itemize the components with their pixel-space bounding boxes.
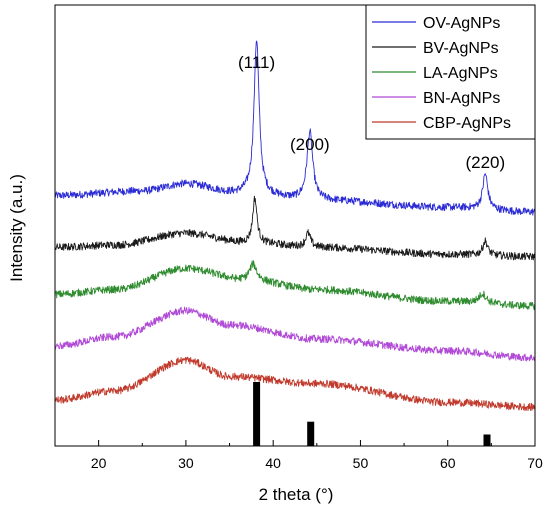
reference-bar: [483, 434, 491, 446]
peak-annotation: (220): [465, 153, 505, 172]
legend-label: LA-AgNPs: [423, 65, 498, 82]
series-line-ov-agnps: [54, 40, 536, 216]
x-tick-label: 30: [178, 455, 194, 471]
x-tick-label: 40: [265, 455, 281, 471]
series-line-cbp-agnps: [54, 356, 536, 412]
peak-annotation: (200): [290, 135, 330, 154]
x-axis-label: 2 theta (°): [259, 485, 334, 504]
peak-annotations: (111) (200) (220): [238, 53, 505, 172]
legend: OV-AgNPs BV-AgNPs LA-AgNPs BN-AgNPs CBP-AgNP…: [365, 4, 536, 140]
series-line-bv-agnps: [54, 195, 536, 261]
legend-label: CBP-AgNPs: [423, 115, 511, 132]
x-ticks: 20 30 40 50 60 70: [54, 440, 543, 471]
legend-label: BV-AgNPs: [423, 40, 499, 57]
x-tick-label: 20: [91, 455, 107, 471]
reference-bar: [307, 421, 315, 446]
series-line-la-agnps: [54, 260, 536, 311]
x-tick-label: 50: [353, 455, 369, 471]
series-line-bn-agnps: [54, 306, 536, 362]
plot-frame: [54, 4, 536, 447]
series-lines: [54, 40, 536, 412]
y-axis-label: Intensity (a.u.): [7, 174, 26, 282]
x-tick-label: 70: [527, 455, 543, 471]
legend-label: OV-AgNPs: [423, 15, 500, 32]
reference-bars: [253, 382, 491, 446]
x-tick-label: 60: [440, 455, 456, 471]
legend-label: BN-AgNPs: [423, 90, 500, 107]
reference-bar: [253, 382, 261, 446]
peak-annotation: (111): [238, 53, 275, 72]
